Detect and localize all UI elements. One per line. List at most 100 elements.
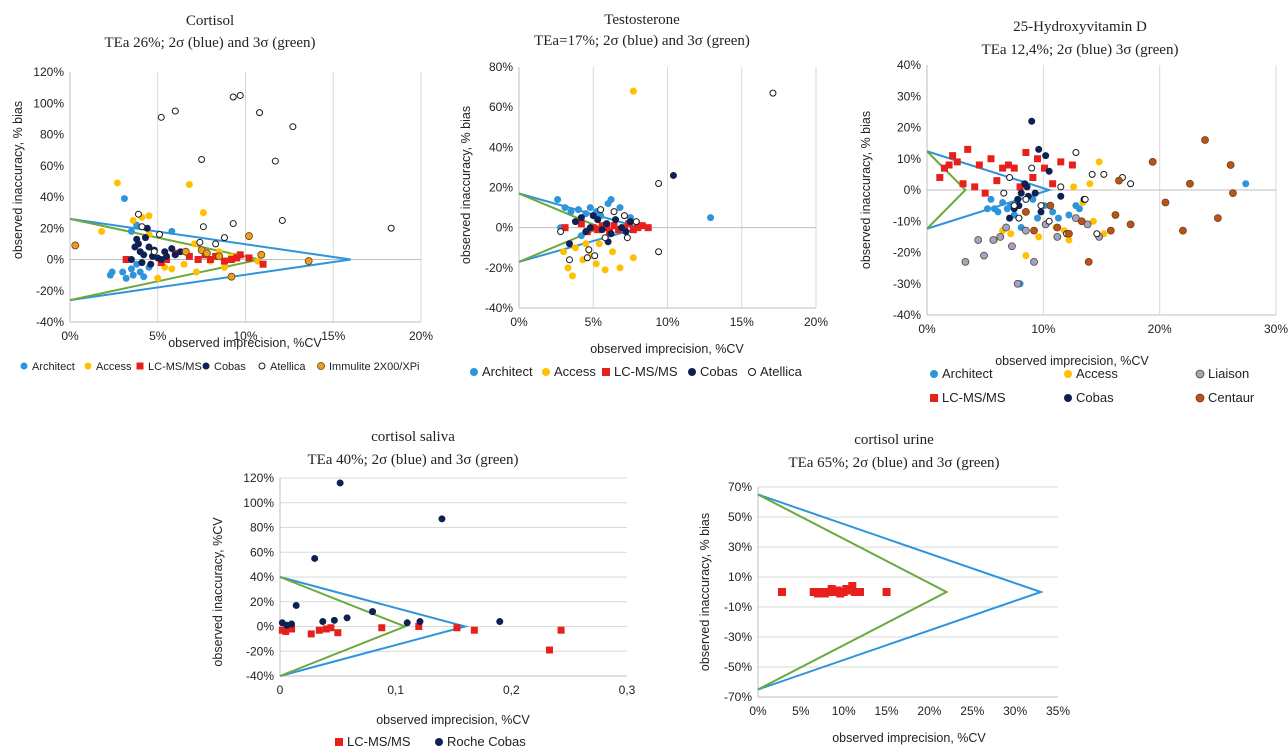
data-point	[1015, 214, 1023, 222]
data-point	[315, 626, 323, 634]
x-tick-label: 0,1	[387, 683, 404, 697]
x-tick-label: 10%	[233, 329, 257, 343]
series-atellica	[134, 91, 395, 256]
data-point	[975, 161, 983, 169]
data-point	[145, 212, 153, 220]
y-tick-label: -10%	[893, 214, 921, 228]
x-axis-label: observed imprecision, %CV	[590, 342, 744, 356]
data-point	[220, 263, 228, 271]
data-point	[981, 189, 989, 197]
chart-title: Cortisol	[186, 13, 234, 29]
legend-marker	[1064, 370, 1072, 378]
chart-cortisol: Cortisol TEa 26%; 2σ (blue) and 3σ (gree…	[11, 13, 433, 373]
y-tick-label: 20%	[489, 181, 513, 195]
data-point	[192, 268, 200, 276]
data-point	[778, 588, 786, 596]
data-point	[603, 220, 611, 228]
data-point	[227, 272, 236, 281]
data-point	[1077, 217, 1086, 226]
legend-marker	[335, 738, 343, 746]
series-cobas	[127, 224, 185, 268]
data-point	[138, 223, 146, 231]
data-point	[127, 227, 135, 235]
data-point	[1021, 207, 1030, 216]
data-point	[1081, 195, 1089, 203]
data-point	[191, 240, 199, 248]
legend: Architect Access Liaison LC-MS/MS Cobas Centa…	[930, 366, 1255, 405]
data-point	[571, 244, 579, 252]
x-tick-label: 35%	[1046, 704, 1070, 718]
y-tick-label: 40%	[489, 140, 513, 154]
data-point	[185, 181, 193, 188]
data-point	[119, 268, 127, 276]
data-point	[177, 248, 185, 256]
data-point	[622, 228, 630, 236]
data-point	[561, 204, 569, 212]
legend-label: Access	[96, 361, 132, 373]
data-point	[206, 256, 214, 263]
data-point	[634, 224, 642, 232]
data-point	[567, 208, 575, 216]
data-point	[245, 254, 253, 262]
data-point	[629, 254, 637, 262]
data-point	[1095, 158, 1103, 166]
chart-subtitle: TEa 26%; 2σ (blue) and 3σ (green)	[104, 35, 315, 51]
legend-label: Cobas	[214, 361, 246, 373]
legend-label: Architect	[942, 366, 993, 381]
y-tick-label: -10%	[724, 600, 752, 614]
data-point	[185, 252, 193, 260]
data-point	[574, 206, 582, 214]
data-point	[256, 109, 264, 117]
legend-marker	[930, 370, 938, 378]
data-point	[415, 623, 423, 630]
y-tick-label: 60%	[40, 159, 64, 173]
data-point	[565, 240, 573, 248]
legend-item: Cobas	[202, 361, 246, 373]
data-point	[271, 157, 279, 165]
data-point	[127, 256, 135, 263]
legend-label: Access	[1076, 366, 1118, 381]
x-tick-label: 0	[277, 683, 284, 697]
data-point	[614, 226, 622, 234]
data-point	[1086, 180, 1094, 188]
legend-marker	[317, 362, 325, 370]
data-point	[856, 588, 864, 596]
data-point	[171, 251, 179, 259]
data-point	[1000, 189, 1008, 197]
data-point	[1201, 136, 1209, 144]
y-tick-label: 80%	[40, 128, 64, 142]
data-point	[141, 234, 149, 242]
legend-item: Immulite 2X00/XPi	[317, 361, 419, 373]
data-point	[582, 228, 590, 236]
data-point	[181, 247, 190, 256]
legend-item: Architect	[930, 366, 993, 381]
legend: Architect Access LC-MS/MS Cobas Atellica	[470, 364, 803, 379]
data-point	[138, 259, 146, 267]
data-point	[583, 254, 591, 262]
data-point	[292, 601, 300, 609]
data-point	[1084, 257, 1093, 266]
data-point	[1045, 217, 1053, 225]
series-lc-ms-ms	[936, 145, 1076, 197]
data-point	[311, 554, 319, 562]
data-point	[122, 274, 130, 282]
tea-2sigma-line	[757, 493, 1044, 691]
y-tick-label: -40%	[36, 315, 64, 329]
tea-3sigma-line	[757, 493, 949, 691]
y-tick-label: 0%	[47, 253, 65, 267]
data-point	[1004, 161, 1012, 169]
data-point	[1022, 149, 1030, 156]
x-tick-label: 5%	[149, 329, 167, 343]
legend-marker	[930, 394, 938, 402]
data-point	[336, 479, 344, 487]
data-point	[1035, 233, 1043, 241]
legend: LC-MS/MS Roche Cobas	[335, 734, 526, 748]
chart-testosterone: Testosterone TEa=17%; 2σ (blue) and 3σ (…	[459, 12, 828, 379]
data-point	[655, 248, 663, 256]
legend-label: Roche Cobas	[447, 734, 526, 748]
data-point	[496, 618, 504, 626]
data-point	[140, 273, 148, 281]
chart-cortisol-saliva: cortisol saliva TEa 40%; 2σ (blue) and 3…	[211, 429, 636, 748]
data-point	[278, 216, 286, 224]
data-point	[168, 227, 176, 235]
